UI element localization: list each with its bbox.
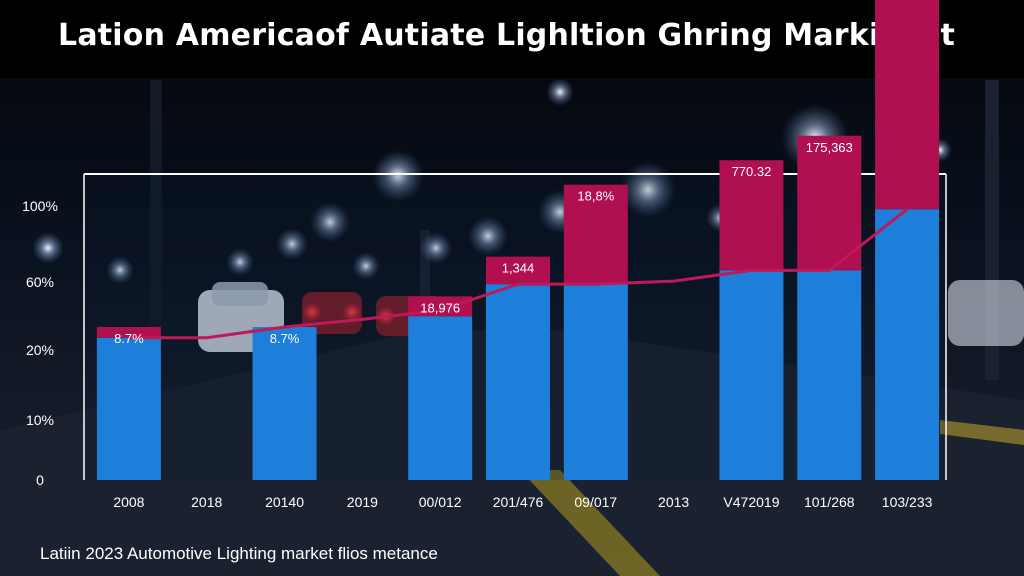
bar-top-6 (563, 184, 628, 285)
x-tick-label: 20140 (265, 494, 304, 510)
x-tick-label: 2008 (113, 494, 144, 510)
bar-base-2 (252, 327, 317, 480)
data-label-0: 8.7% (114, 331, 144, 346)
x-tick-label: 201/476 (493, 494, 544, 510)
bar-base-10 (875, 209, 940, 480)
trend-line (128, 208, 909, 340)
data-label-2: 8.7% (270, 331, 300, 346)
y-tick-label: 0 (36, 472, 44, 488)
data-label-4: 18,976 (420, 300, 460, 315)
bar-base-9 (797, 270, 862, 480)
bar-top-9 (797, 135, 862, 271)
chart-caption: Latiin 2023 Automotive Lighting market f… (40, 544, 438, 563)
bar-base-8 (719, 270, 784, 480)
x-tick-label: 2019 (347, 494, 378, 510)
data-label-9: 175,363 (806, 140, 853, 155)
page-title: Lation Americaof Autiate Lighltion Ghrin… (58, 18, 956, 53)
y-tick-label: 20% (26, 342, 54, 358)
data-label-8: 770.32 (732, 164, 772, 179)
y-tick-label: 60% (26, 274, 54, 290)
bar-top-8 (719, 160, 784, 271)
x-tick-label: 09/017 (574, 494, 617, 510)
x-tick-label: 103/233 (882, 494, 933, 510)
x-tick-label: 2018 (191, 494, 222, 510)
x-tick-label: 101/268 (804, 494, 855, 510)
bar-base-4 (408, 316, 473, 480)
y-tick-label: 10% (26, 412, 54, 428)
x-tick-label: 00/012 (419, 494, 462, 510)
x-tick-label: 2013 (658, 494, 689, 510)
data-label-5: 1,344 (502, 261, 535, 276)
x-tick-label: V472019 (723, 494, 779, 510)
bar-top-5 (486, 256, 550, 285)
bar-top-10 (875, 0, 940, 210)
y-tick-label: 100% (22, 198, 58, 214)
data-label-6: 18,8% (577, 189, 614, 204)
bar-base-5 (486, 284, 550, 480)
bar-top-0 (96, 327, 161, 338)
bar-base-0 (96, 337, 161, 480)
bar-base-6 (563, 284, 628, 480)
